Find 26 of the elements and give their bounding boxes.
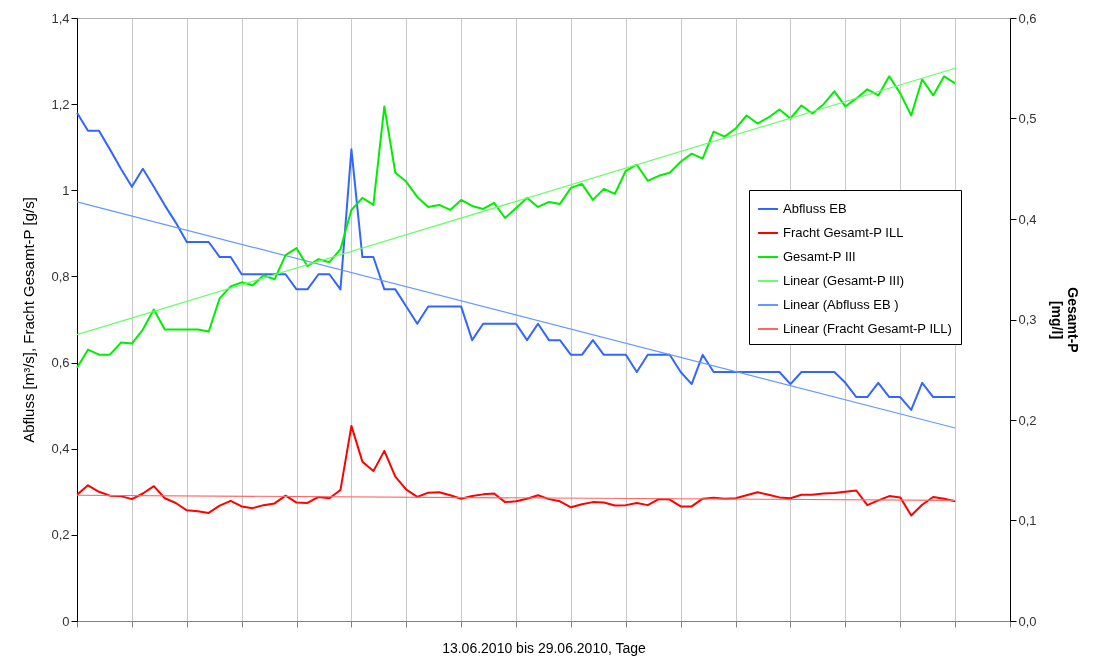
line-series bbox=[76, 111, 957, 411]
legend-label: Linear (Fracht Gesamt-P ILL) bbox=[783, 321, 952, 336]
x-axis-title: 13.06.2010 bis 29.06.2010, Tage bbox=[442, 640, 647, 656]
y-tick-label: 0,4 bbox=[51, 441, 70, 457]
y2-tick-label: 0,3 bbox=[1018, 312, 1037, 327]
y2-tick-label: 0,1 bbox=[1018, 513, 1037, 528]
legend-label: Abfluss EB bbox=[783, 201, 847, 216]
y-tick-label: 0,6 bbox=[51, 355, 70, 371]
y2-tick-label: 0,2 bbox=[1018, 412, 1037, 428]
line-series bbox=[76, 424, 957, 517]
y2-axis-title: Gesamt-P [mg/l] bbox=[1048, 287, 1081, 353]
legend-label: Fracht Gesamt-P ILL bbox=[783, 225, 904, 240]
y-tick-label: 0,2 bbox=[51, 527, 70, 543]
y2-tick-label: 0,5 bbox=[1018, 111, 1037, 126]
y2-tick-label: 0,6 bbox=[1018, 10, 1037, 26]
y2-tick-label: 0,0 bbox=[1018, 613, 1037, 629]
y-tick-label: 1,2 bbox=[51, 96, 70, 112]
y-tick-label: 1 bbox=[62, 182, 70, 198]
y-tick-label: 0,8 bbox=[51, 268, 70, 284]
y-tick-label: 0 bbox=[62, 613, 70, 629]
y-axis-title: Abfluss [m³/s], Fracht Gesamt-P [g/s] bbox=[20, 197, 38, 443]
legend-label: Linear (Abfluss EB ) bbox=[783, 297, 899, 312]
legend-label: Linear (Gesamt-P III) bbox=[783, 273, 905, 288]
y-tick-label: 1,4 bbox=[51, 10, 70, 26]
legend-label: Gesamt-P III bbox=[783, 249, 856, 264]
y2-tick-label: 0,4 bbox=[1018, 211, 1037, 227]
